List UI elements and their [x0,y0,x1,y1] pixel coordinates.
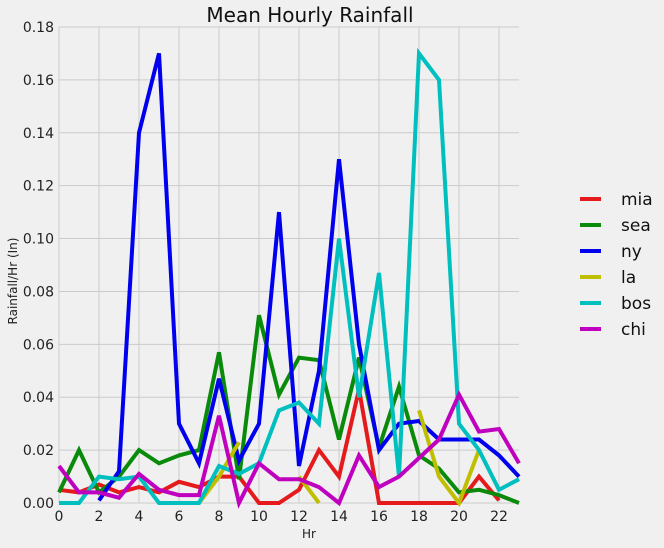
legend-label-mia: mia [621,190,653,210]
x-tick-label: 8 [215,509,224,525]
x-tick-label: 12 [290,509,308,525]
series-line-sea [57,314,520,505]
x-tick-label: 2 [95,509,104,525]
legend-label-bos: bos [621,294,651,314]
x-tick-label: 14 [330,509,348,525]
y-tick-label: 0.08 [23,284,54,300]
y-tick-label: 0.10 [23,232,54,248]
x-tick-label: 6 [175,509,184,525]
y-tick-label: 0.12 [23,179,54,195]
legend-label-sea: sea [621,216,651,236]
y-tick-label: 0.02 [23,443,54,459]
legend-label-chi: chi [621,320,646,340]
x-tick-label: 10 [250,509,268,525]
y-tick-label: 0.00 [23,496,54,512]
series-lines [57,47,521,509]
y-tick-label: 0.16 [23,73,54,89]
y-tick-label: 0.18 [23,20,54,36]
x-tick-label: 20 [450,509,468,525]
series-line-mia [58,388,501,505]
y-tick-label: 0.14 [23,126,54,142]
x-axis-ticks: 0 2 4 6 8 10 12 14 16 18 20 22 [55,509,508,525]
x-tick-label: 22 [490,509,508,525]
series-line-ny [97,52,521,502]
x-tick-label: 16 [370,509,388,525]
chart-title: Mean Hourly Rainfall [206,3,413,27]
x-tick-label: 18 [410,509,428,525]
series-line-chi [57,390,521,509]
y-tick-label: 0.04 [23,390,54,406]
x-axis-label: Hr [302,527,316,541]
y-axis-ticks: 0.00 0.02 0.04 0.06 0.08 0.10 0.12 0.14 0.16 0.18 [23,20,54,512]
legend-label-ny: ny [621,242,642,262]
legend-label-la: la [621,268,636,288]
legend: mia sea ny la bos chi [580,190,653,340]
y-tick-label: 0.06 [23,337,54,353]
y-axis-label: Rainfall/Hr (In) [6,238,20,325]
x-tick-label: 0 [55,509,64,525]
x-tick-label: 4 [135,509,144,525]
